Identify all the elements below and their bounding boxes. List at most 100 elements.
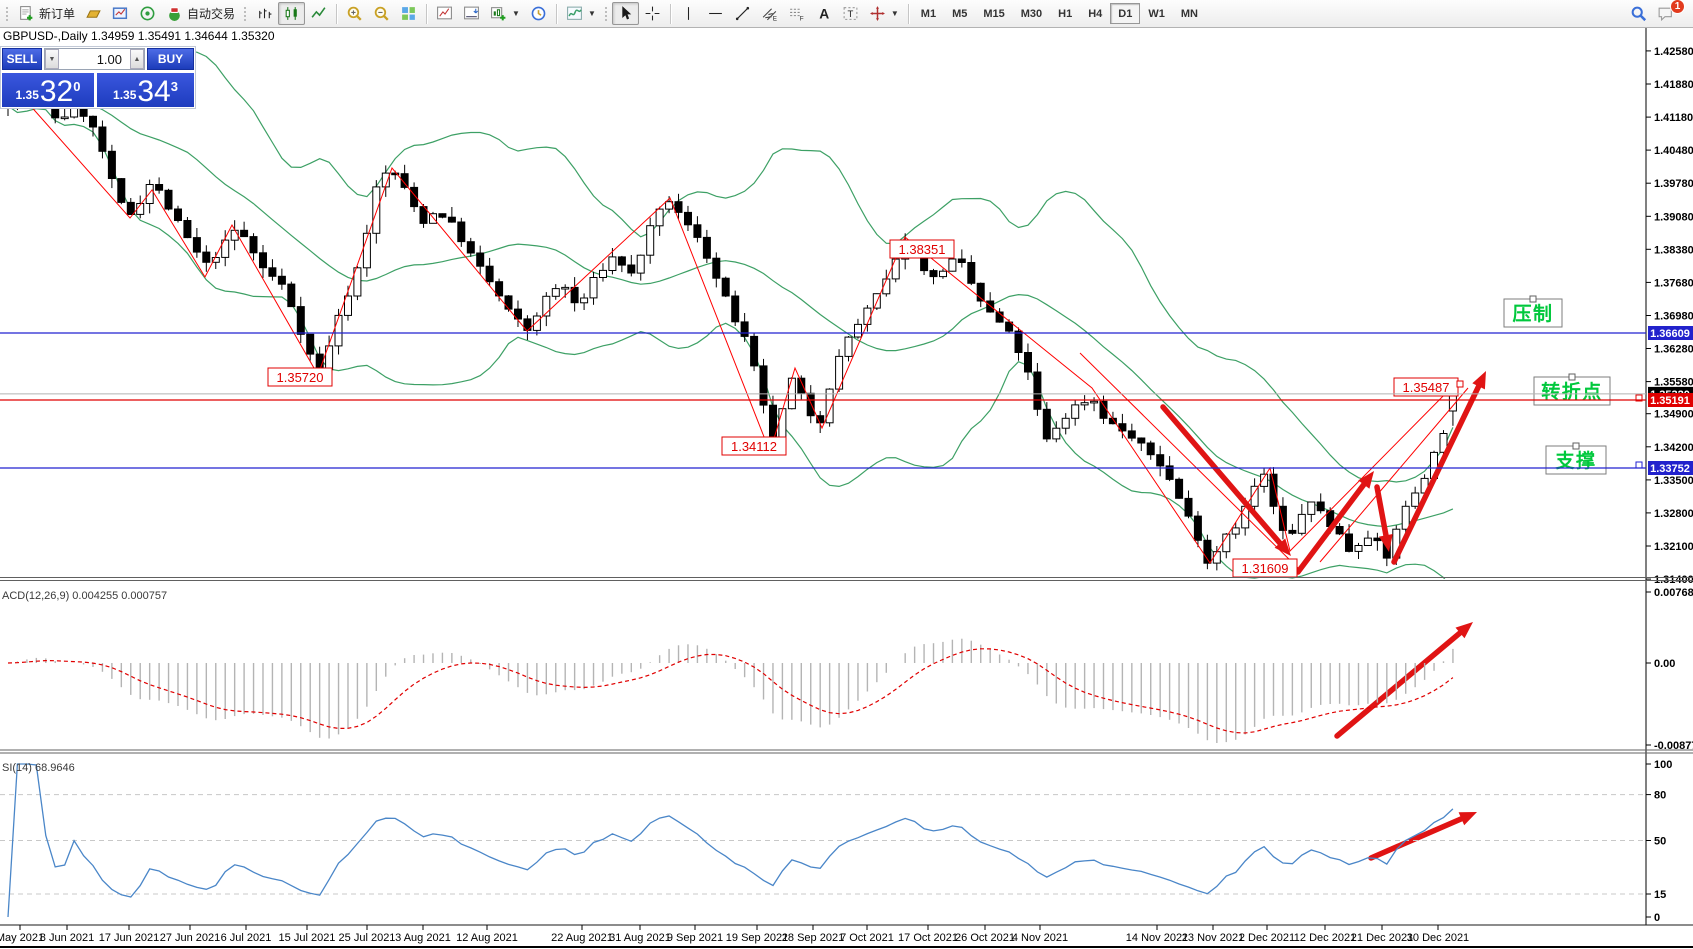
trend-arrow[interactable] bbox=[1295, 475, 1372, 575]
volume-increase-button[interactable]: ▲ bbox=[130, 49, 144, 69]
indicator-window-button[interactable] bbox=[458, 2, 485, 25]
timeframe-button-h1[interactable]: H1 bbox=[1058, 7, 1073, 20]
price-axis-tick: 1.41880 bbox=[1654, 79, 1693, 91]
profiles-button[interactable] bbox=[80, 2, 107, 25]
zigzag-line[interactable] bbox=[1079, 352, 1301, 571]
toolbar-grip[interactable] bbox=[4, 4, 9, 23]
toolbar-separator bbox=[336, 3, 338, 24]
support-badge-value: 1.33752 bbox=[1650, 463, 1690, 475]
text-button[interactable]: A bbox=[810, 2, 837, 25]
buy-price-big: 34 bbox=[137, 75, 171, 108]
object-handle[interactable] bbox=[1635, 394, 1643, 402]
turning-point-badge bbox=[1648, 393, 1693, 407]
fibonacci-button[interactable]: F bbox=[783, 2, 810, 25]
tile-windows-button[interactable] bbox=[395, 2, 422, 25]
price-axis-tick: 1.36980 bbox=[1654, 311, 1693, 323]
bar-chart-button[interactable] bbox=[251, 2, 278, 25]
vertical-line-button[interactable] bbox=[675, 2, 702, 25]
date-axis-label: 19 Sep 2021 bbox=[726, 932, 788, 944]
market-watch-button[interactable] bbox=[107, 2, 134, 25]
line-chart-button[interactable] bbox=[305, 2, 332, 25]
buy-price-display[interactable]: 1.35 34 3 bbox=[97, 73, 194, 107]
timeframe-button-d1[interactable]: D1 bbox=[1110, 3, 1141, 24]
text-label-button[interactable]: T bbox=[837, 2, 864, 25]
crosshair-button[interactable] bbox=[639, 2, 666, 25]
object-handle[interactable] bbox=[1529, 295, 1537, 303]
cursor-button[interactable] bbox=[611, 2, 639, 25]
date-axis-label: 4 Nov 2021 bbox=[1012, 932, 1068, 944]
template-button[interactable]: ▼ bbox=[561, 2, 601, 25]
annotations-layer[interactable]: 1.35720 1.38351 1.34112 1.35487 1.31609 压制转折点… bbox=[267, 239, 1643, 578]
zoom-out-button[interactable] bbox=[368, 2, 395, 25]
toolbar: 新订单 自动交易 ▼ ▼ E F A T ▼ M1 M5 M15 M30 H1 H4 D1 W… bbox=[0, 0, 1693, 28]
chat-button[interactable]: 1 bbox=[1652, 0, 1685, 25]
zigzag-line[interactable] bbox=[11, 84, 1456, 564]
timeframe-button-h4[interactable]: H4 bbox=[1088, 7, 1103, 20]
fibonacci-icon: F bbox=[788, 5, 805, 22]
toolbar-grip[interactable] bbox=[242, 4, 248, 23]
equidistant-channel-button[interactable]: E bbox=[756, 2, 783, 25]
price-label-box[interactable] bbox=[267, 367, 333, 387]
object-handle[interactable] bbox=[1568, 373, 1576, 381]
timeframe-button-w1[interactable]: W1 bbox=[1148, 7, 1165, 20]
main-price-panel[interactable] bbox=[4, 46, 1487, 590]
volume-value[interactable]: 1.00 bbox=[96, 51, 122, 67]
timeframe-button-m5[interactable]: M5 bbox=[952, 7, 968, 20]
buy-button[interactable]: BUY bbox=[147, 48, 194, 70]
date-axis-label: 27 Jun 2021 bbox=[160, 932, 221, 944]
arrows-icon bbox=[869, 5, 886, 22]
vertical-line-icon bbox=[680, 5, 697, 22]
volume-decrease-button[interactable]: ▼ bbox=[45, 49, 59, 69]
rsi-panel[interactable] bbox=[0, 763, 1646, 918]
macd-label: ACD(12,26,9) 0.004255 0.000757 bbox=[2, 590, 167, 602]
price-axis-tick: 1.35580 bbox=[1654, 377, 1693, 389]
price-label: 1.38351 bbox=[899, 242, 946, 257]
sell-price-display[interactable]: 1.35 32 0 bbox=[2, 73, 94, 107]
object-handle[interactable] bbox=[1635, 461, 1643, 469]
new-order-button[interactable]: 新订单 bbox=[13, 2, 80, 25]
trendline-button[interactable] bbox=[729, 2, 756, 25]
price-label-box[interactable] bbox=[721, 436, 787, 456]
resistance-badge-value: 1.36609 bbox=[1650, 328, 1690, 340]
object-handle[interactable] bbox=[1456, 380, 1464, 388]
date-axis-label: 31 Aug 2021 bbox=[609, 932, 671, 944]
price-label-box[interactable] bbox=[889, 239, 955, 259]
rsi-label: SI(14) 68.9646 bbox=[2, 762, 75, 774]
trend-arrow[interactable] bbox=[1334, 625, 1469, 739]
trend-arrow[interactable] bbox=[1160, 404, 1288, 552]
timeframe-button-mn[interactable]: MN bbox=[1180, 7, 1198, 20]
toolbar-grip[interactable] bbox=[602, 4, 608, 23]
svg-text:A: A bbox=[819, 5, 829, 21]
trend-arrow[interactable] bbox=[1391, 376, 1485, 565]
object-handle[interactable] bbox=[1572, 442, 1580, 450]
price-axis-tick: 1.41180 bbox=[1654, 112, 1693, 124]
candlestick-chart-button[interactable] bbox=[278, 2, 306, 25]
zigzag-line[interactable] bbox=[1319, 387, 1469, 563]
arrowhead bbox=[1458, 812, 1477, 826]
rsi-line bbox=[7, 763, 1454, 918]
date-axis-label: 12 Aug 2021 bbox=[456, 932, 518, 944]
arrows-button[interactable]: ▼ bbox=[864, 2, 904, 25]
text-label-icon: T bbox=[842, 5, 859, 22]
macd-panel[interactable] bbox=[7, 622, 1473, 743]
price-axis[interactable]: 1.42580 1.41880 1.41180 1.40480 1.39780 1.390… bbox=[1645, 28, 1693, 925]
timeframe-button-m1[interactable]: M1 bbox=[920, 7, 937, 20]
indicators-button[interactable] bbox=[431, 2, 458, 25]
search-button[interactable] bbox=[1625, 2, 1652, 25]
clock-button[interactable] bbox=[525, 2, 552, 25]
zoom-in-button[interactable] bbox=[341, 2, 368, 25]
horizontal-line-button[interactable] bbox=[702, 2, 729, 25]
timeframe-button-m15[interactable]: M15 bbox=[983, 7, 1005, 20]
price-axis-tick: 1.37680 bbox=[1654, 277, 1693, 289]
trend-arrow[interactable] bbox=[1374, 484, 1391, 546]
auto-trading-button[interactable]: 自动交易 bbox=[161, 2, 240, 25]
support-badge bbox=[1648, 461, 1693, 475]
signals-button[interactable] bbox=[134, 2, 161, 25]
rsi-axis-tick: 15 bbox=[1654, 889, 1666, 901]
timeframe-button-m30[interactable]: M30 bbox=[1020, 7, 1043, 20]
macd-signal-line bbox=[7, 648, 1454, 734]
new-chart-button[interactable]: ▼ bbox=[485, 2, 525, 25]
sell-button[interactable]: SELL bbox=[2, 48, 42, 70]
trend-arrow[interactable] bbox=[1368, 812, 1472, 861]
